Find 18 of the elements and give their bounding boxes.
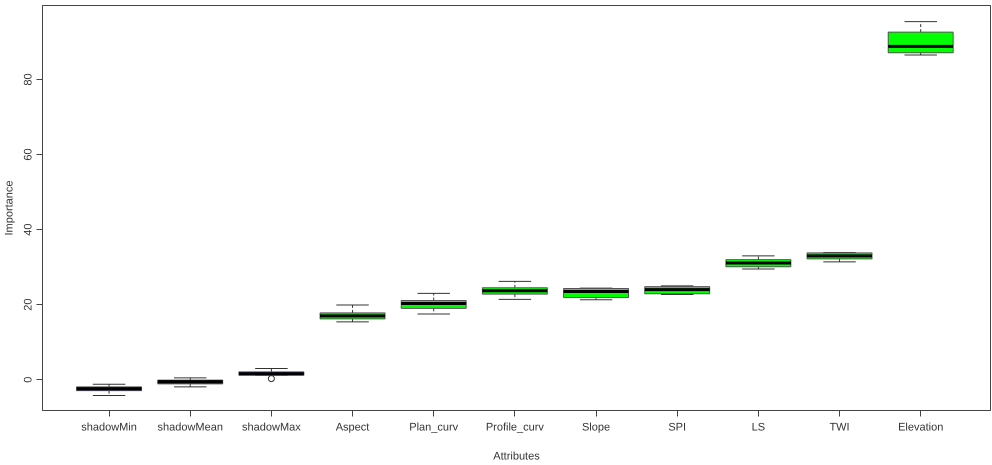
y-tick-label: 0 xyxy=(22,376,34,383)
x-tick-label: Profile_curv xyxy=(486,422,544,434)
x-tick-label: Aspect xyxy=(336,422,370,434)
y-tick-label: 80 xyxy=(22,73,34,86)
x-tick-label: LS xyxy=(752,422,766,434)
x-tick-label: shadowMin xyxy=(81,422,137,434)
x-tick-label: Elevation xyxy=(898,422,944,434)
x-tick-label: Slope xyxy=(582,422,610,434)
y-tick-label: 40 xyxy=(22,223,34,236)
x-tick-label: Plan_curv xyxy=(409,422,459,434)
x-tick-label: TWI xyxy=(829,422,850,434)
x-tick-label: shadowMean xyxy=(158,422,223,434)
x-tick-label: shadowMax xyxy=(242,422,302,434)
x-axis-title: Attributes xyxy=(493,450,540,462)
y-axis-title: Importance xyxy=(4,180,16,236)
y-tick-label: 60 xyxy=(22,148,34,161)
y-tick-label: 20 xyxy=(22,298,34,311)
x-tick-label: SPI xyxy=(668,422,686,434)
